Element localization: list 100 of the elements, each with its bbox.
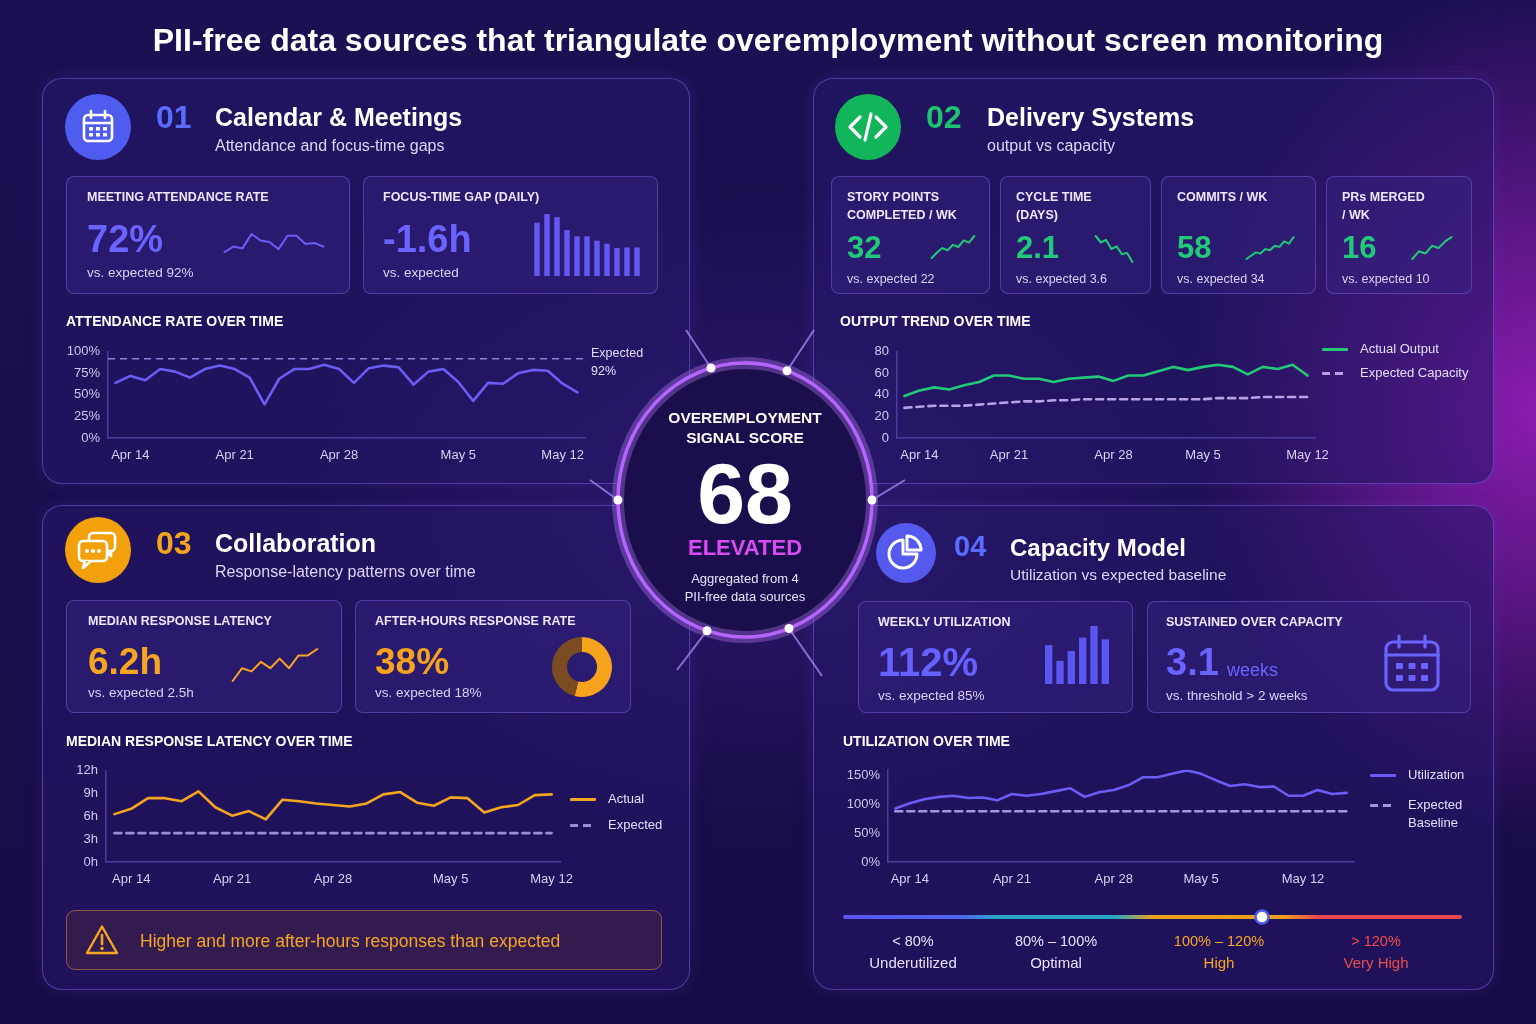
text: Delivery Systems xyxy=(987,101,1195,133)
text: Utilization vs expected baseline xyxy=(1010,564,1227,584)
text: SUSTAINED OVER CAPACITY xyxy=(1166,614,1343,631)
text: 01 xyxy=(156,97,192,137)
y-tick-label: 6h xyxy=(83,807,98,823)
text: weeks xyxy=(1227,659,1279,681)
bar xyxy=(554,217,560,276)
text: vs. expected 92% xyxy=(87,265,194,281)
text: COMMITS / WK xyxy=(1177,189,1269,206)
bar xyxy=(604,243,610,276)
chart-title: ATTENDANCE RATE OVER TIME xyxy=(66,312,284,330)
text: STORY POINTS COMPLETED / WK xyxy=(847,189,958,224)
text: 3.1 xyxy=(1166,640,1219,685)
x-tick-label: Apr 28 xyxy=(1094,871,1133,887)
text: Higher and more after-hours responses than expected xyxy=(140,930,561,952)
text: OVEREMPLOYMENT SIGNAL SCORE xyxy=(667,408,823,448)
text: vs. expected 2.5h xyxy=(88,685,194,701)
text: > 120% xyxy=(1350,932,1402,950)
text: 100% – 120% xyxy=(1172,932,1266,950)
text: Collaboration xyxy=(215,527,377,559)
legend-label: Expected xyxy=(608,816,664,834)
x-tick-label: Apr 28 xyxy=(1094,447,1133,463)
bar xyxy=(634,247,640,276)
text: PRs MERGED / WK xyxy=(1342,189,1426,224)
x-tick-label: Apr 21 xyxy=(212,871,252,887)
text: Optimal xyxy=(1029,954,1083,972)
text: 2.1 xyxy=(1016,229,1060,267)
y-tick-label: 75% xyxy=(73,364,101,380)
x-tick-label: Apr 14 xyxy=(890,871,929,887)
text: Calendar & Meetings xyxy=(215,101,463,133)
bar xyxy=(534,222,540,276)
y-tick-label: 100% xyxy=(846,795,881,811)
y-tick-label: 50% xyxy=(853,824,881,840)
y-tick-label: 0% xyxy=(861,853,881,869)
chart-title: UTILIZATION OVER TIME xyxy=(843,732,1010,750)
x-tick-label: May 5 xyxy=(1183,871,1219,887)
y-tick-label: 3h xyxy=(83,830,98,846)
x-tick-label: Apr 21 xyxy=(215,447,254,463)
y-tick-label: 50% xyxy=(73,386,101,402)
legend-label: Expected Baseline xyxy=(1408,796,1464,832)
bar xyxy=(574,236,580,276)
text: 72% xyxy=(87,217,164,262)
text: 04 xyxy=(954,528,987,564)
text: vs. threshold > 2 weeks xyxy=(1166,688,1308,704)
x-tick-label: Apr 21 xyxy=(989,447,1029,463)
y-tick-label: 9h xyxy=(83,785,98,801)
legend-label: Expected Capacity xyxy=(1360,364,1470,382)
bar xyxy=(1044,645,1053,684)
text: output vs capacity xyxy=(987,136,1116,156)
y-tick-label: 12h xyxy=(76,762,98,778)
chart-title: MEDIAN RESPONSE LATENCY OVER TIME xyxy=(66,732,353,750)
text: vs. expected 34 xyxy=(1177,271,1265,287)
x-tick-label: May 12 xyxy=(1286,447,1329,463)
text: vs. expected 85% xyxy=(878,688,985,704)
text: vs. expected 22 xyxy=(847,271,935,287)
bar xyxy=(544,214,550,276)
text: Response-latency patterns over time xyxy=(215,562,476,582)
text: PII-free data sources that triangulate overemployment without screen monitoring xyxy=(151,20,1385,60)
x-tick-label: May 5 xyxy=(433,871,469,887)
text: vs. expected xyxy=(383,265,459,281)
text: 58 xyxy=(1177,229,1212,267)
bar xyxy=(1056,660,1064,684)
text: 38% xyxy=(375,639,450,684)
x-tick-label: May 5 xyxy=(440,447,476,463)
bar xyxy=(1101,639,1110,684)
y-tick-label: 100% xyxy=(66,343,101,359)
bar xyxy=(614,248,620,276)
y-tick-label: 60 xyxy=(874,364,889,380)
text: AFTER-HOURS RESPONSE RATE xyxy=(375,613,576,630)
y-tick-label: 80 xyxy=(874,343,889,359)
text: 03 xyxy=(156,523,192,563)
text: Attendance and focus-time gaps xyxy=(215,136,445,156)
text: -1.6h xyxy=(383,217,472,262)
text: 02 xyxy=(926,97,962,137)
x-tick-label: May 12 xyxy=(541,447,584,463)
x-tick-label: Apr 28 xyxy=(319,447,359,463)
x-tick-label: Apr 21 xyxy=(992,871,1031,887)
legend-label: Utilization xyxy=(1408,766,1466,784)
bar xyxy=(594,240,600,276)
y-tick-label: 20 xyxy=(874,408,889,424)
chart-title: OUTPUT TREND OVER TIME xyxy=(840,312,1031,330)
bar xyxy=(1078,637,1087,684)
text: 80% – 100% xyxy=(1013,932,1099,950)
bar xyxy=(1090,626,1098,684)
text: vs. expected 3.6 xyxy=(1016,271,1108,287)
legend-label: Actual Output xyxy=(1360,340,1440,358)
x-tick-label: May 5 xyxy=(1185,447,1221,463)
x-tick-label: May 12 xyxy=(1281,871,1325,887)
y-tick-label: 25% xyxy=(73,408,101,424)
text: Aggregated from 4 PII-free data sources xyxy=(683,570,807,606)
text: FOCUS-TIME GAP (DAILY) xyxy=(383,189,540,206)
legend-label: Actual xyxy=(608,790,646,808)
y-tick-label: 150% xyxy=(846,767,881,783)
text: 32 xyxy=(847,229,882,267)
text: Very High xyxy=(1342,954,1410,972)
text: Capacity Model xyxy=(1010,532,1187,562)
x-tick-label: Apr 14 xyxy=(111,447,150,463)
text: Underutilized xyxy=(868,954,958,972)
bar xyxy=(564,230,570,276)
text: High xyxy=(1202,954,1236,972)
